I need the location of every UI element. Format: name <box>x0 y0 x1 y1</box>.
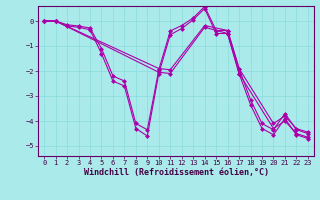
X-axis label: Windchill (Refroidissement éolien,°C): Windchill (Refroidissement éolien,°C) <box>84 168 268 177</box>
